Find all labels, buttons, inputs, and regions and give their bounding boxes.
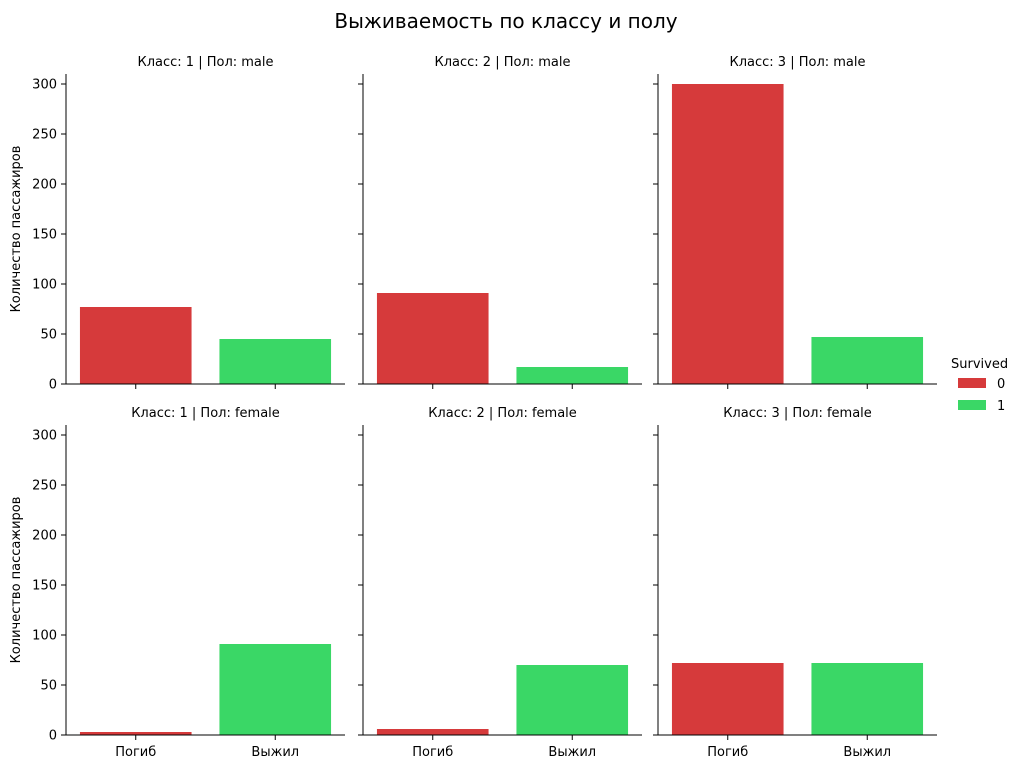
panel-title: Класс: 3 | Пол: female: [723, 406, 872, 421]
bar: [671, 84, 784, 384]
bar: [376, 293, 489, 384]
x-tick-label: Погиб: [412, 745, 453, 760]
panel-title: Класс: 2 | Пол: male: [434, 55, 570, 70]
y-tick-label: 250: [32, 479, 57, 494]
y-tick-label: 300: [32, 429, 57, 444]
bar: [811, 663, 924, 735]
bar: [516, 665, 629, 735]
bar: [219, 339, 332, 384]
legend-swatch: [958, 400, 986, 410]
bar: [79, 732, 192, 735]
panels-group: Класс: 1 | Пол: male 0 50 100 150 200 250 300 Ко…: [9, 55, 937, 760]
y-tick-label: 250: [32, 128, 57, 143]
y-tick-label: 50: [40, 328, 57, 343]
y-axis-label: Количество пассажиров: [9, 497, 24, 664]
legend: Survived 0 1: [951, 357, 1008, 414]
x-tick-label: Выжил: [843, 745, 891, 760]
panel: Класс: 2 | Пол: female Погиб Выжил: [358, 406, 642, 760]
x-tick-label: Погиб: [707, 745, 748, 760]
legend-label: 0: [997, 377, 1005, 392]
bar: [516, 367, 629, 384]
y-tick-label: 150: [32, 579, 57, 594]
panel-title: Класс: 2 | Пол: female: [428, 406, 577, 421]
bar: [671, 663, 784, 735]
x-tick-label: Погиб: [115, 745, 156, 760]
panel: Класс: 3 | Пол: male: [653, 55, 937, 389]
y-tick-label: 0: [49, 729, 57, 744]
y-tick-label: 100: [32, 278, 57, 293]
y-tick-label: 100: [32, 629, 57, 644]
legend-swatch: [958, 378, 986, 388]
x-tick-label: Выжил: [251, 745, 299, 760]
panel-title: Класс: 1 | Пол: female: [131, 406, 280, 421]
panel: Класс: 1 | Пол: male 0 50 100 150 200 250 300 Ко…: [9, 55, 345, 393]
y-tick-label: 200: [32, 529, 57, 544]
bar: [376, 729, 489, 735]
y-tick-label: 0: [49, 378, 57, 393]
panel-title: Класс: 3 | Пол: male: [729, 55, 865, 70]
bar: [79, 307, 192, 384]
panel: Класс: 2 | Пол: male: [358, 55, 642, 389]
legend-label: 1: [997, 399, 1005, 414]
y-tick-label: 200: [32, 178, 57, 193]
x-tick-label: Выжил: [548, 745, 596, 760]
y-axis-label: Количество пассажиров: [9, 146, 24, 313]
panel: Класс: 1 | Пол: female 0 50 100 150 200 250 300…: [9, 406, 345, 760]
y-tick-label: 300: [32, 78, 57, 93]
y-tick-label: 50: [40, 679, 57, 694]
panel: Класс: 3 | Пол: female Погиб Выжил: [653, 406, 937, 760]
bar: [811, 337, 924, 384]
legend-title: Survived: [951, 357, 1008, 372]
chart-title: Выживаемость по классу и полу: [334, 9, 677, 33]
y-tick-label: 150: [32, 228, 57, 243]
bar: [219, 644, 332, 735]
panel-title: Класс: 1 | Пол: male: [137, 55, 273, 70]
